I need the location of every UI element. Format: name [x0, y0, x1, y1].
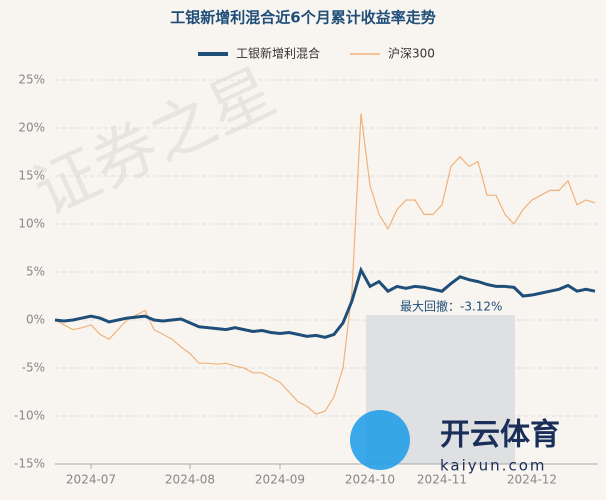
x-tick-label: 2024-11 [417, 473, 467, 487]
x-tick-label: 2024-08 [165, 473, 215, 487]
y-tick-label: 5% [26, 265, 45, 279]
line-series [54, 266, 596, 339]
x-tick-label: 2024-12 [507, 473, 557, 487]
line-series [54, 113, 596, 415]
annotation: 最大回撤：-3.12% [400, 299, 502, 314]
y-tick-label: 15% [18, 169, 45, 183]
y-tick-label: 10% [18, 217, 45, 231]
y-tick-label: -5% [22, 361, 45, 375]
x-tick-label: 2024-10 [345, 473, 395, 487]
x-tick-label: 2024-09 [255, 473, 305, 487]
y-tick-label: 25% [18, 73, 45, 87]
logo-text: 开云体育 [440, 418, 560, 453]
chart-title: 工银新增利混合近6个月累计收益率走势 [170, 9, 435, 27]
legend-label: 沪深300 [388, 47, 435, 61]
logo-url: kaiyun.com [440, 457, 546, 475]
y-tick-label: -10% [14, 409, 45, 423]
x-tick-label: 2024-07 [66, 473, 116, 487]
legend-label: 工银新增利混合 [236, 46, 320, 61]
y-tick-label: 20% [18, 121, 45, 135]
y-tick-label: 0% [26, 313, 45, 327]
legend: 工银新增利混合 沪深300 [198, 46, 435, 61]
logo-icon [350, 410, 410, 470]
y-tick-label: -15% [14, 457, 45, 471]
